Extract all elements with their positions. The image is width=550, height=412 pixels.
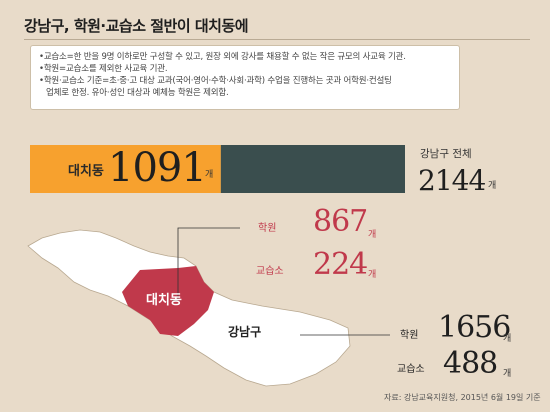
note-line: •교습소=한 반을 9명 이하로만 구성할 수 있고, 원장 외에 강사를 채용… (39, 52, 406, 62)
notes-box: •교습소=한 반을 9명 이하로만 구성할 수 있고, 원장 외에 강사를 채용… (30, 45, 460, 110)
daechi-tutoring-value: 224 (313, 247, 368, 282)
gangnam-academy-value: 1656 (438, 310, 511, 345)
title-divider (24, 39, 530, 40)
note-line: •학원=교습소를 제외한 사교육 기관. (39, 64, 168, 74)
chart-title: 강남구, 학원·교습소 절반이 대치동에 (24, 17, 249, 35)
unit-label: 개 (503, 369, 512, 379)
source-note: 자료: 강남교육지원청, 2015년 6월 19일 기준 (384, 393, 541, 402)
gangnam-tutoring-value: 488 (443, 346, 498, 381)
bar-rest-of-gangnam (220, 145, 405, 193)
unit-label: 개 (368, 230, 377, 240)
daechi-academy-value: 867 (313, 204, 368, 239)
gangnam-tutoring-label: 교습소 (397, 364, 425, 375)
unit-label: 개 (503, 334, 512, 344)
note-line: •학원·교습소 기준=초·중·고 대상 교과(국어·영어·수학·사회·과학) 수… (39, 76, 392, 86)
map-label-gangnam: 강남구 (228, 325, 262, 339)
map-label-daechi: 대치동 (146, 293, 182, 308)
bar-value-daechi: 1091 (108, 145, 207, 191)
unit-label: 개 (368, 270, 377, 280)
bar-label-daechi: 대치동 (68, 164, 104, 179)
total-value-gangnam: 2144 (418, 164, 486, 197)
unit-label: 개 (488, 181, 497, 191)
leader-line-daechi (172, 227, 240, 301)
bar-daechi (30, 145, 221, 193)
daechi-tutoring-label: 교습소 (256, 266, 284, 277)
daechi-academy-label: 학원 (258, 223, 277, 234)
note-line: 업체로 한정. 유아·성인 대상과 예체능 학원은 제외함. (46, 88, 229, 98)
daechi-map-region (122, 266, 214, 336)
total-label-gangnam: 강남구 전체 (420, 148, 472, 160)
unit-label: 개 (205, 170, 214, 180)
gangnam-academy-label: 학원 (400, 330, 419, 341)
